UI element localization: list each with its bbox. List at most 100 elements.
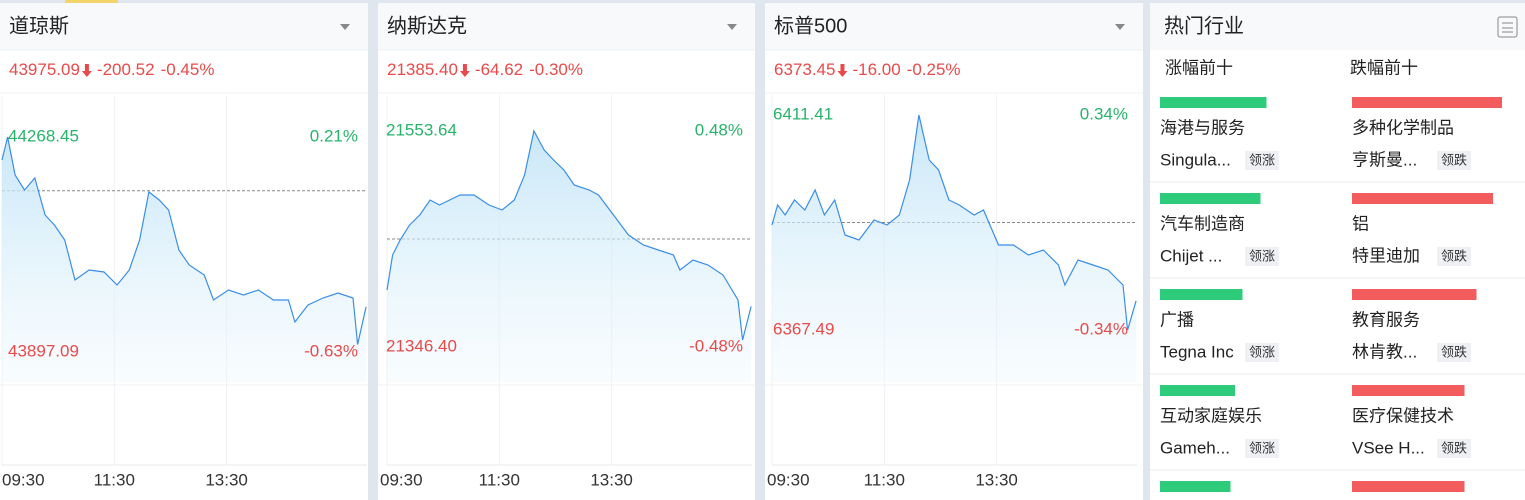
price-line [386, 129, 752, 341]
pct-label: 0.48% [695, 120, 743, 139]
time-label: 09:30 [767, 470, 810, 489]
price-area [2, 137, 367, 382]
index-name: 道琼斯 [9, 14, 69, 37]
tag-bg [1245, 247, 1279, 266]
price-area [772, 115, 1137, 382]
loser-bar [1352, 193, 1493, 204]
time-label: 13:30 [205, 470, 248, 489]
price: 43975.09 [9, 60, 80, 79]
sector-name[interactable]: 教育服务 [1352, 310, 1420, 329]
y-tick-label: 21553.64 [386, 120, 457, 139]
dropdown[interactable] [340, 24, 350, 30]
down-arrow [837, 64, 848, 77]
stock-name[interactable]: Chijet ... [1160, 246, 1222, 265]
sector-name[interactable]: 互动家庭娱乐 [1160, 406, 1262, 425]
gainer-bar [1160, 289, 1243, 300]
quote: 43975.09 -200.52 -0.45% [9, 60, 214, 79]
tag: 领涨 [1249, 248, 1275, 263]
pct: -0.30% [529, 60, 583, 79]
y-tick-label: 21346.40 [386, 336, 457, 355]
dropdown[interactable] [727, 24, 737, 30]
price-area [387, 131, 752, 382]
y-tick-label: 6367.49 [773, 319, 834, 338]
pct-label: 0.21% [310, 126, 358, 145]
tag: 领涨 [1249, 344, 1275, 359]
sector-name[interactable]: 铝 [1352, 214, 1369, 233]
quote: 6373.45 -16.00 -0.25% [774, 60, 961, 79]
pct-label: -0.34% [1074, 319, 1128, 338]
pct-label: -0.48% [689, 336, 743, 355]
tag: 领跌 [1441, 344, 1467, 359]
tag: 领跌 [1441, 248, 1467, 263]
pct-label: -0.63% [304, 341, 358, 360]
tag: 领跌 [1441, 440, 1467, 455]
y-tick-label: 43897.09 [8, 341, 79, 360]
index-name: 纳斯达克 [387, 14, 467, 37]
time-label: 13:30 [590, 470, 633, 489]
time-label: 11:30 [94, 470, 135, 489]
tag: 领跌 [1441, 152, 1467, 167]
stock-name[interactable]: 林肯教... [1352, 342, 1417, 361]
list-icon[interactable] [1497, 16, 1518, 38]
time-label: 09:30 [2, 470, 45, 489]
dropdown[interactable] [1115, 24, 1125, 30]
tag-bg [1245, 151, 1279, 170]
change: -64.62 [475, 60, 523, 79]
gainer-bar [1160, 385, 1235, 396]
gainer-bar [1160, 193, 1261, 204]
pct-label: 0.34% [1080, 104, 1128, 123]
time-label: 11:30 [479, 470, 520, 489]
tag-bg [1437, 151, 1471, 170]
time-label: 09:30 [380, 470, 423, 489]
down-arrow [81, 64, 92, 77]
panel-header [1150, 3, 1525, 50]
column-header: 跌幅前十 [1350, 58, 1418, 77]
down-arrow [459, 64, 470, 77]
column-header: 涨幅前十 [1165, 58, 1233, 77]
loser-bar [1352, 385, 1465, 396]
sector-name[interactable]: 广播 [1160, 310, 1194, 329]
stock-name[interactable]: Singula... [1160, 150, 1231, 169]
stock-name[interactable]: 特里迪加 [1352, 246, 1420, 265]
panel-header [378, 3, 755, 50]
tag-bg [1437, 247, 1471, 266]
sector-name[interactable]: 多种化学制品 [1352, 118, 1454, 137]
tag-bg [1245, 343, 1279, 362]
tag-bg [1437, 343, 1471, 362]
pct: -0.45% [161, 60, 215, 79]
panel-header [765, 3, 1143, 50]
stock-name[interactable]: Gameh... [1160, 438, 1230, 457]
sector-name[interactable]: 医疗保健技术 [1352, 406, 1454, 425]
sector-name[interactable]: 海港与服务 [1160, 118, 1245, 137]
quote: 21385.40 -64.62 -0.30% [387, 60, 583, 79]
panel-header [0, 3, 368, 50]
price-line [1, 136, 367, 345]
loser-bar [1352, 97, 1502, 108]
time-label: 11:30 [864, 470, 905, 489]
price: 21385.40 [387, 60, 458, 79]
tag: 领涨 [1249, 152, 1275, 167]
panel-title: 热门行业 [1164, 14, 1244, 37]
stock-name[interactable]: VSee H... [1352, 438, 1425, 457]
sector-name[interactable]: 汽车制造商 [1160, 214, 1245, 233]
tag-bg [1437, 439, 1471, 458]
y-tick-label: 44268.45 [8, 126, 79, 145]
stock-name[interactable]: Tegna Inc [1160, 342, 1234, 361]
loser-bar [1352, 289, 1477, 300]
gainer-bar [1160, 97, 1267, 108]
index-name: 标普500 [774, 14, 847, 37]
pct: -0.25% [907, 60, 961, 79]
gainer-bar [1160, 481, 1231, 492]
price-line [771, 114, 1137, 331]
price: 6373.45 [774, 60, 835, 79]
stock-name[interactable]: 亨斯曼... [1352, 150, 1417, 169]
tab-indicator [65, 0, 118, 3]
loser-bar [1352, 481, 1465, 492]
time-label: 13:30 [975, 470, 1018, 489]
y-tick-label: 6411.41 [773, 104, 833, 123]
change: -16.00 [852, 60, 900, 79]
tag: 领涨 [1249, 440, 1275, 455]
tag-bg [1245, 439, 1279, 458]
change: -200.52 [97, 60, 155, 79]
